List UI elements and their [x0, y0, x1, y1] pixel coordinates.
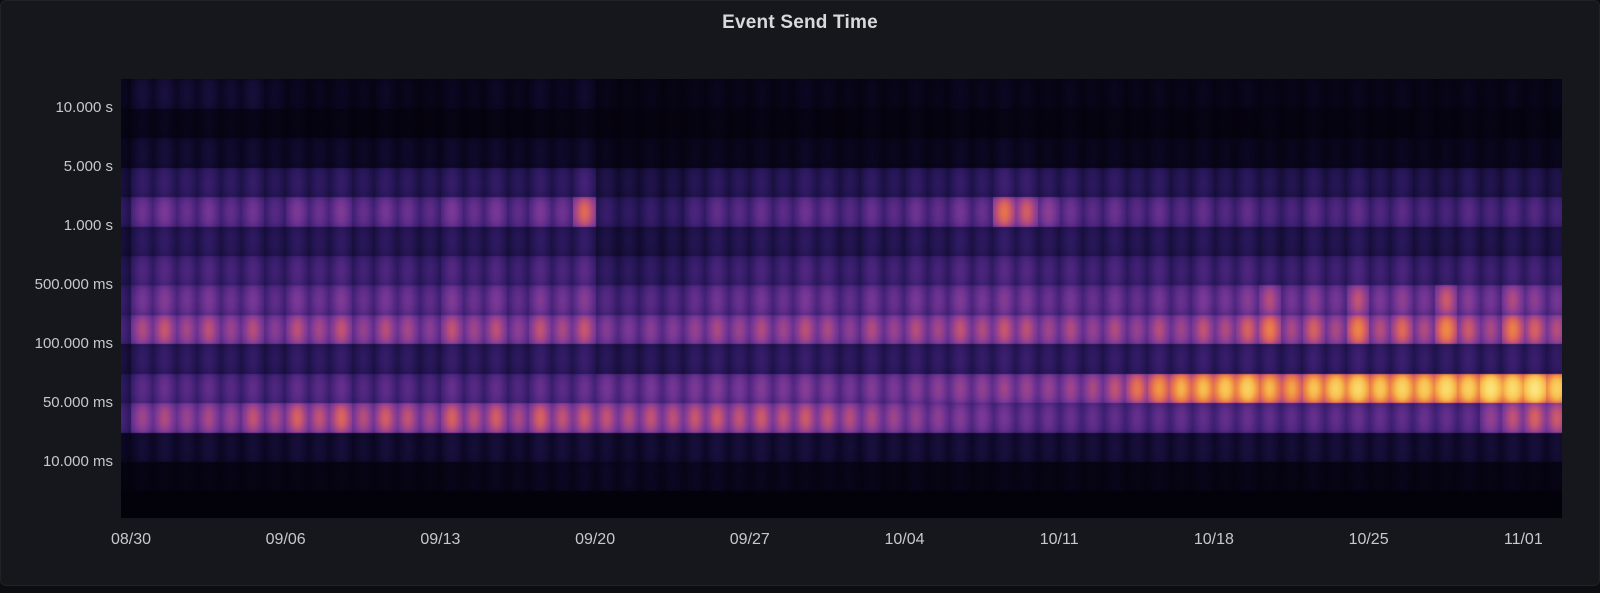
- x-axis-label: 09/27: [729, 531, 770, 548]
- x-axis-label: 09/20: [575, 531, 616, 548]
- x-axis-label: 10/18: [1193, 531, 1234, 548]
- y-axis-label: 1.000 s: [63, 217, 113, 235]
- x-axis-label: 10/25: [1348, 531, 1389, 548]
- panel-title[interactable]: Event Send Time: [722, 12, 878, 33]
- y-axis-label: 10.000 s: [55, 99, 113, 117]
- x-axis-label: 10/04: [884, 531, 925, 548]
- heatmap-canvas[interactable]: [121, 79, 1562, 518]
- heatmap-plot-area: [121, 79, 1562, 518]
- x-axis-label: 09/06: [265, 531, 306, 548]
- y-axis-label: 500.000 ms: [34, 276, 113, 293]
- y-axis-label: 5.000 s: [63, 158, 113, 176]
- y-axis-label: 100.000 ms: [34, 334, 113, 352]
- x-axis-label: 10/11: [1039, 531, 1079, 548]
- x-axis-label: 09/13: [420, 531, 461, 548]
- y-axis-label: 50.000 ms: [42, 393, 113, 411]
- x-axis-label: 08/30: [110, 531, 152, 548]
- y-axis-label: 10.000 ms: [42, 452, 113, 470]
- x-axis-label: 11/01: [1503, 531, 1543, 548]
